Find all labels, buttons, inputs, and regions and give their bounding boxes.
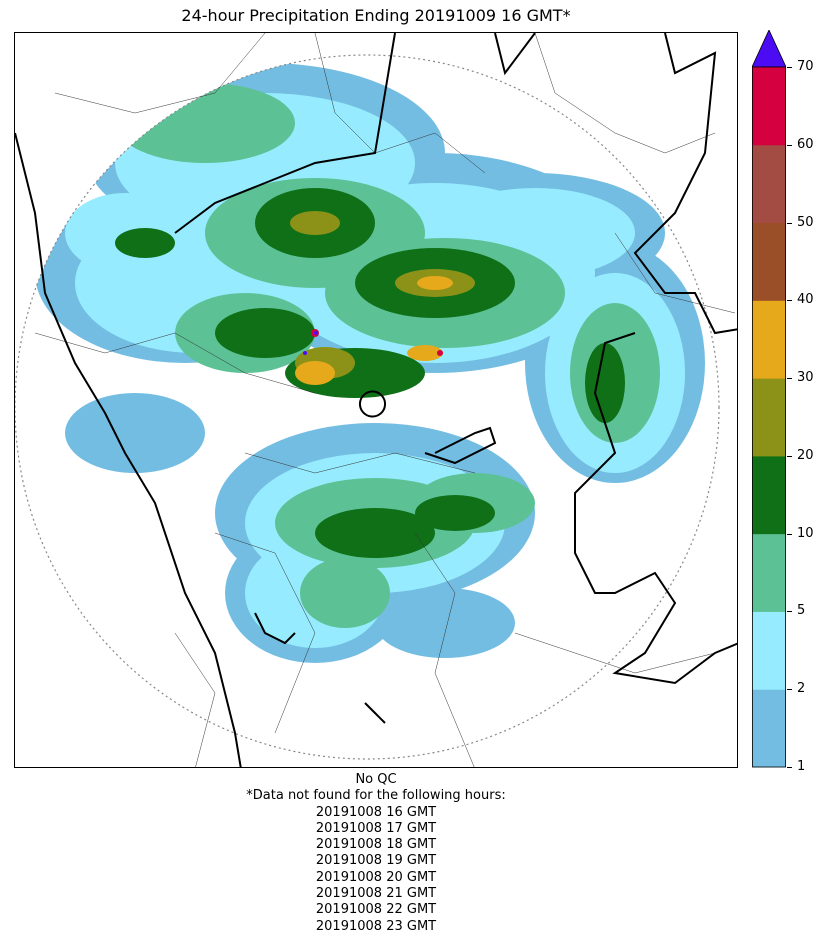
qc-label: No QC	[355, 772, 397, 787]
colorbar-tick	[787, 378, 792, 380]
colorbar-segment	[752, 689, 786, 768]
colorbar-tick	[787, 611, 792, 613]
map-title: 24-hour Precipitation Ending 20191009 16…	[181, 6, 571, 25]
colorbar-extend-arrow	[752, 30, 786, 68]
colorbar	[752, 30, 786, 768]
colorbar-tick-label: 10	[797, 525, 814, 541]
map-canvas	[15, 33, 737, 767]
colorbar-segment	[752, 378, 786, 457]
missing-hour: 20191008 23 GMT	[315, 918, 437, 934]
colorbar-tick	[787, 767, 792, 768]
colorbar-segment	[752, 611, 786, 690]
colorbar-tick	[787, 455, 792, 457]
state-boundaries	[15, 33, 737, 767]
precipitation-map	[14, 32, 738, 768]
colorbar-tick-label: 5	[797, 603, 806, 619]
colorbar-segment	[752, 300, 786, 379]
district-boundaries	[34, 33, 736, 767]
colorbar-tick	[787, 67, 792, 68]
missing-hour: 20191008 21 GMT	[315, 886, 437, 902]
colorbar-tick-label: 60	[797, 136, 814, 152]
colorbar-segment	[752, 67, 786, 146]
colorbar-segment	[752, 144, 786, 224]
missing-hour: 20191008 16 GMT	[315, 804, 437, 820]
missing-hour: 20191008 19 GMT	[315, 853, 437, 869]
colorbar-tick	[787, 222, 792, 224]
colorbar-tick	[787, 144, 792, 146]
colorbar-tick-label: 20	[797, 447, 814, 463]
colorbar-tick-label: 1	[797, 759, 806, 774]
colorbar-tick-label: 2	[797, 681, 806, 697]
colorbar-border	[752, 66, 786, 768]
missing-hour: 20191008 20 GMT	[315, 869, 437, 885]
missing-data-note: *Data not found for the following hours:	[246, 788, 506, 804]
missing-hour: 20191008 18 GMT	[315, 837, 437, 853]
footer-notes: No QC *Data not found for the following …	[0, 772, 752, 935]
missing-hour: 20191008 17 GMT	[315, 820, 437, 836]
colorbar-tick	[787, 300, 792, 302]
colorbar-tick	[787, 533, 792, 535]
colorbar-segment	[752, 455, 786, 535]
colorbar-segment	[752, 222, 786, 301]
missing-hour: 20191008 22 GMT	[315, 902, 437, 918]
colorbar-tick	[787, 689, 792, 691]
colorbar-tick-label: 70	[797, 59, 814, 74]
radar-range-ring	[15, 54, 720, 760]
colorbar-tick-label: 40	[797, 292, 814, 308]
colorbar-tick-label: 30	[797, 370, 814, 386]
precipitation-field	[35, 63, 705, 663]
colorbar-tick-label: 50	[797, 214, 814, 230]
colorbar-segment	[752, 533, 786, 612]
